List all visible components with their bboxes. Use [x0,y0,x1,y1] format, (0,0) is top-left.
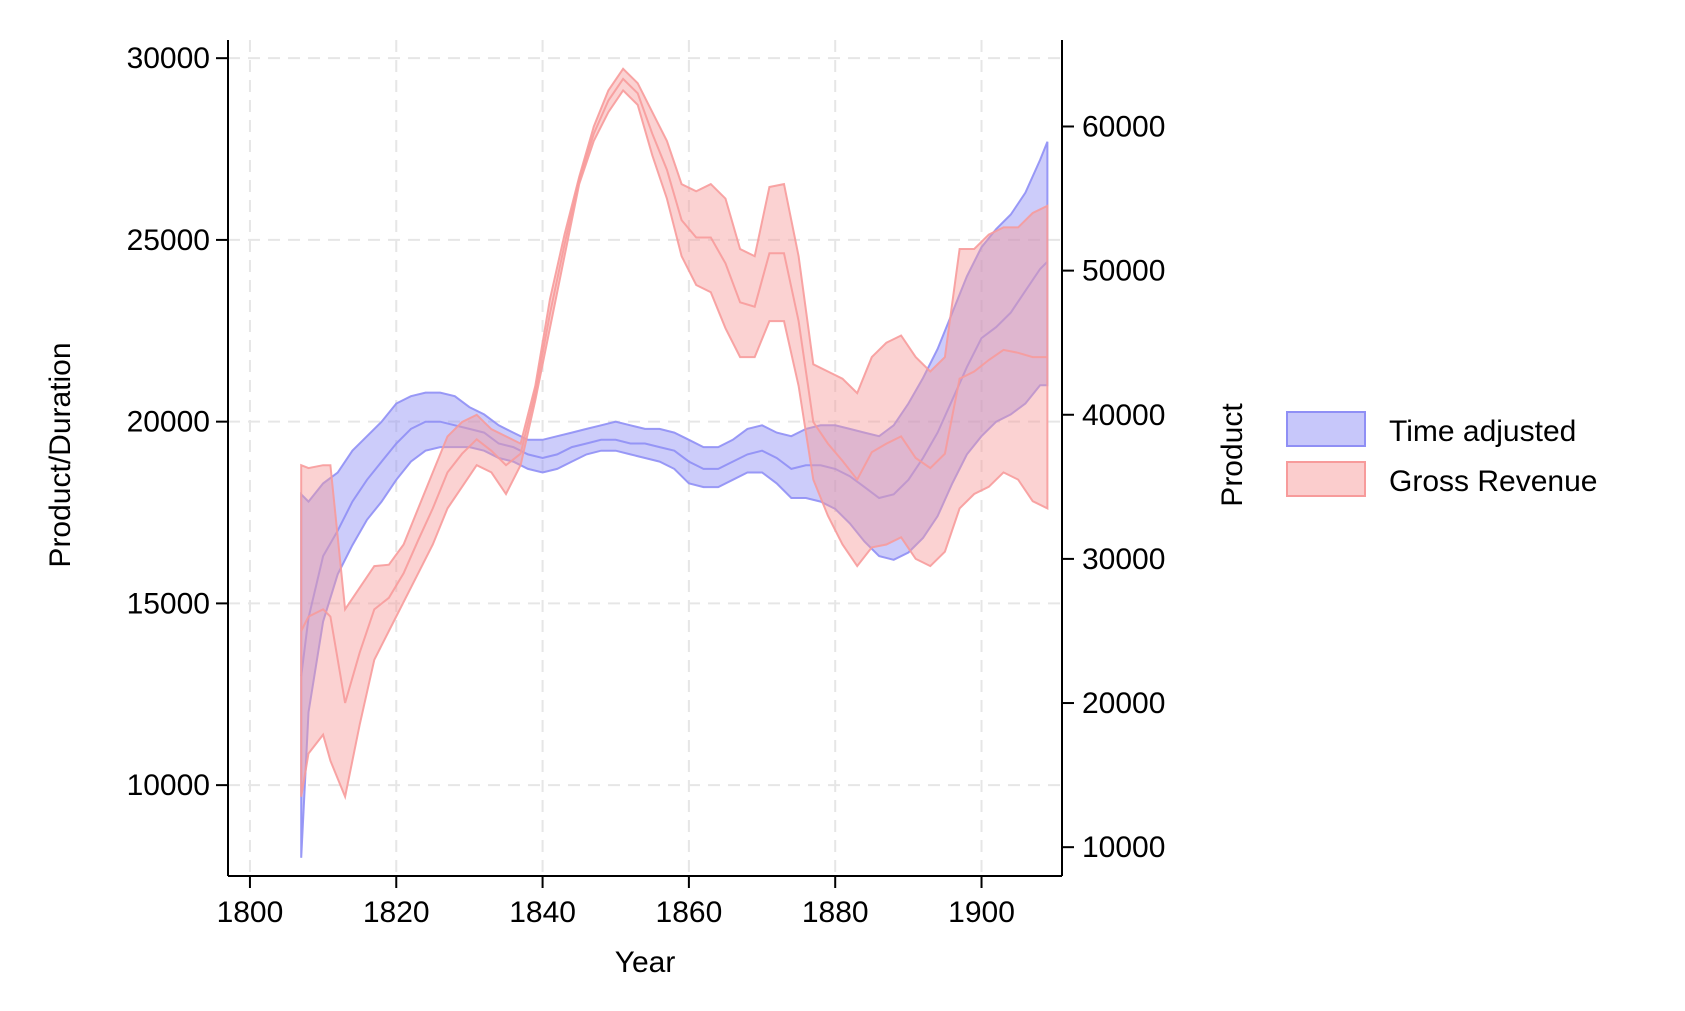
y-right-tick-label-30000: 30000 [1082,543,1165,576]
y-left-tick-label-30000: 30000 [127,42,210,75]
legend-swatch-gross-revenue [1286,461,1366,497]
x-axis-title: Year [615,946,676,979]
x-tick-label-1880: 1880 [802,896,869,929]
x-tick-label-1840: 1840 [509,896,576,929]
x-tick-label-1820: 1820 [363,896,430,929]
legend-label-time-adjusted: Time adjusted [1389,415,1576,448]
x-tick-label-1860: 1860 [656,896,723,929]
center-line-time-adjusted [300,260,1049,677]
legend: Time adjusted Gross Revenue [1286,411,1597,498]
band-gross-revenue [300,67,1049,801]
y-axis-right-title: Product [1216,403,1249,507]
center-line-gross-revenue [300,77,1048,704]
y-right-tick-label-20000: 20000 [1082,687,1165,720]
x-tick-label-1900: 1900 [948,896,1015,929]
legend-swatch-time-adjusted [1286,411,1366,447]
tick-marks-and-labels: 1800 1820 1840 1860 1880 1900 10000 15000 20000 2… [127,42,1166,929]
y-right-tick-label-60000: 60000 [1082,110,1165,143]
x-tick-label-1800: 1800 [217,896,284,929]
series-bands [300,67,1049,858]
axes [227,40,1063,877]
y-axis-left-title: Product/Duration [44,342,77,567]
y-left-tick-label-15000: 15000 [127,587,210,620]
y-left-tick-label-25000: 25000 [127,224,210,257]
legend-label-gross-revenue: Gross Revenue [1389,465,1597,498]
y-right-tick-label-40000: 40000 [1082,399,1165,432]
y-left-tick-label-20000: 20000 [127,406,210,439]
y-left-tick-label-10000: 10000 [127,769,210,802]
y-right-tick-label-50000: 50000 [1082,255,1165,288]
y-right-tick-label-10000: 10000 [1082,831,1165,864]
